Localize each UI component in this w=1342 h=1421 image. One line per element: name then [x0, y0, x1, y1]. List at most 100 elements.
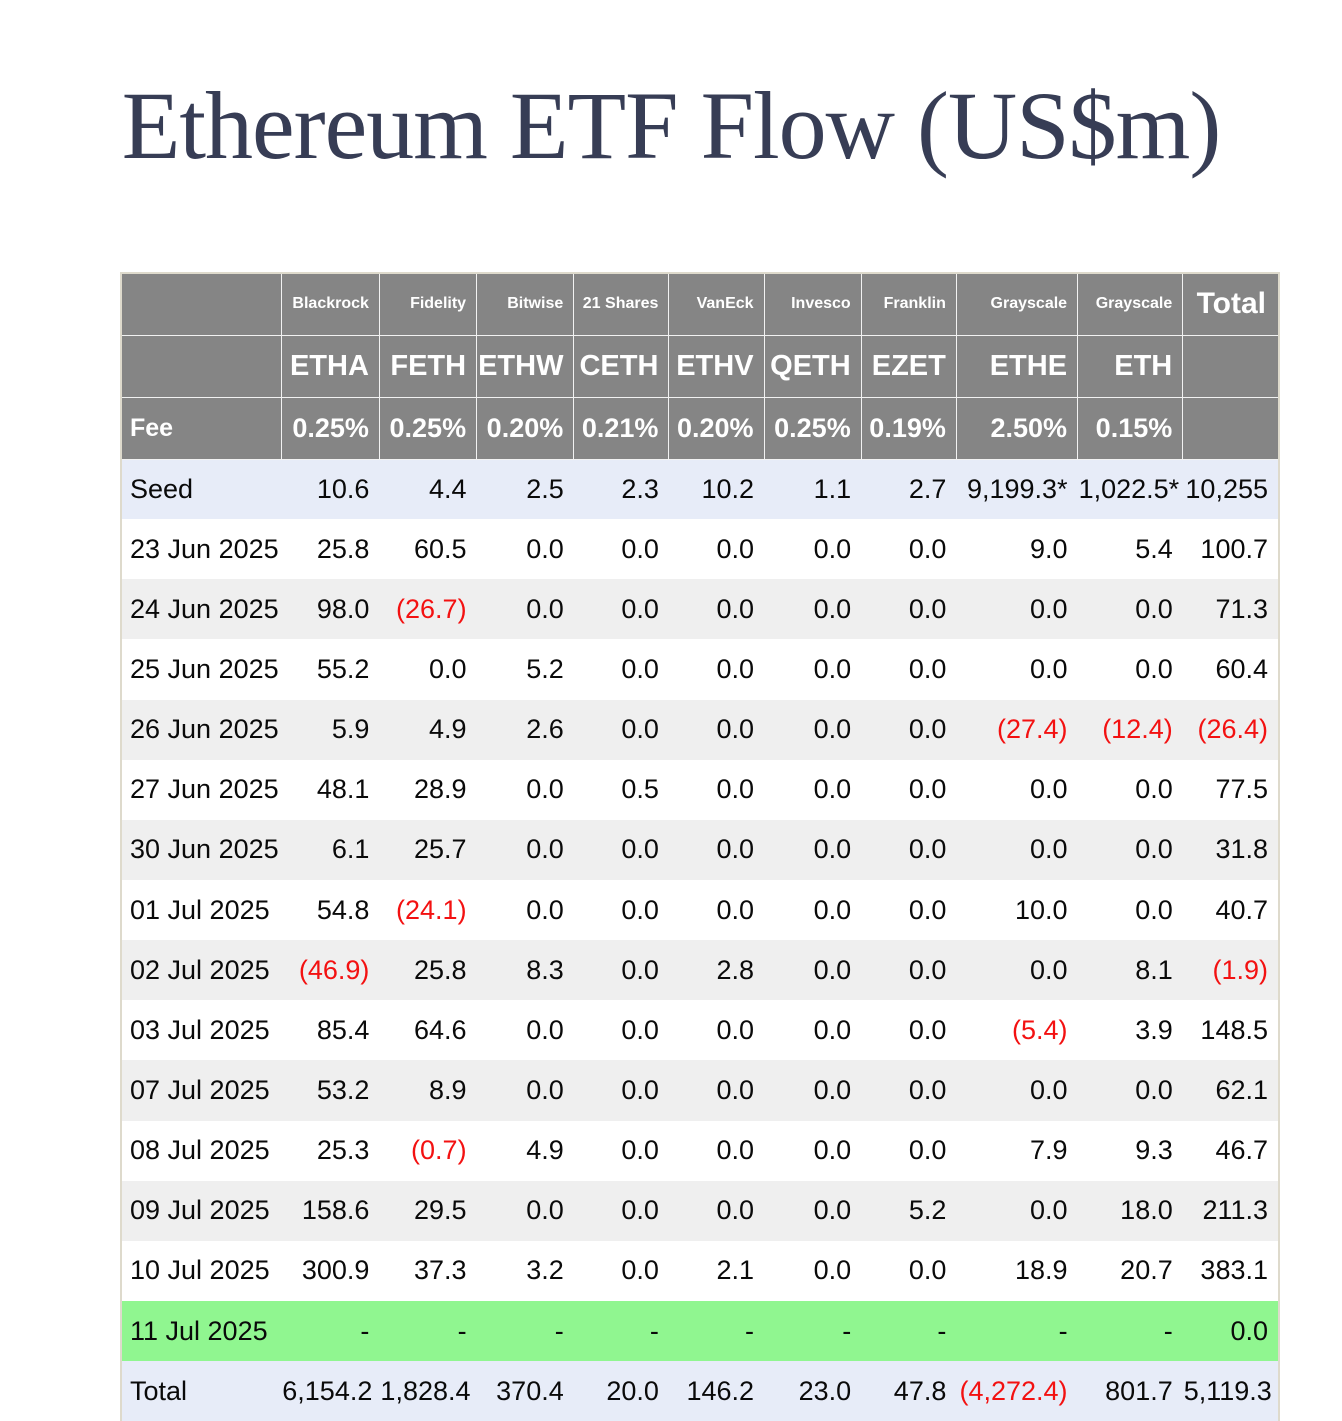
- cell: 0.0: [621, 533, 659, 564]
- cell: 0.0: [813, 834, 852, 865]
- cell: 0.0: [621, 954, 659, 985]
- cell: 2.7: [908, 473, 947, 504]
- fee-value: 0.25%: [280, 396, 380, 460]
- issuer-header: Franklin: [860, 272, 957, 336]
- cell: (46.9): [298, 954, 370, 985]
- issuer-header-row: Blackrock Fidelity Bitwise 21 Shares VanEck I…: [120, 272, 1280, 336]
- issuer-header: Blackrock: [280, 272, 380, 336]
- cell: 10.0: [1015, 894, 1068, 925]
- cell: 0.0: [621, 834, 659, 865]
- cell: -: [1163, 1315, 1173, 1346]
- cell: 0.0: [526, 593, 564, 624]
- cell: 54.8: [316, 894, 370, 925]
- table-row: 24 Jun 2025 98.0 (26.7) 0.0 0.0 0.0 0.0 0.0 0.0 0…: [121, 579, 1279, 640]
- cell: 0.0: [621, 1135, 659, 1166]
- cell: 5.2: [526, 653, 564, 684]
- cell: 0.0: [813, 954, 852, 985]
- cell: 0.0: [621, 1195, 659, 1226]
- table-row: 03 Jul 2025 85.4 64.6 0.0 0.0 0.0 0.0 0.0 (5.4) 3…: [121, 1000, 1279, 1061]
- total-row: Total 6,154.2 1,828.4 370.4 20.0 146.2 23.0 47.…: [121, 1361, 1279, 1421]
- row-label: 01 Jul 2025: [130, 894, 270, 925]
- issuer-header: Invesco: [763, 272, 862, 336]
- cell: 2.3: [621, 473, 659, 504]
- cell: 801.7: [1105, 1375, 1173, 1406]
- cell: 0.0: [1030, 1195, 1068, 1226]
- cell: 9,199.3*: [966, 473, 1068, 504]
- cell: 0.0: [716, 533, 755, 564]
- cell: 1.1: [813, 473, 852, 504]
- cell: 0.0: [908, 894, 947, 925]
- cell: -: [360, 1315, 370, 1346]
- row-label: 23 Jun 2025: [130, 533, 279, 564]
- cell: 0.0: [526, 894, 564, 925]
- fee-value: 0.20%: [476, 396, 575, 460]
- cell: 8.3: [526, 954, 564, 985]
- cell: (27.4): [997, 714, 1068, 745]
- cell: 0.0: [716, 894, 755, 925]
- cell: 0.0: [621, 593, 659, 624]
- cell: 148.5: [1200, 1014, 1268, 1045]
- row-label: 10 Jul 2025: [130, 1255, 270, 1286]
- row-label: Seed: [130, 473, 194, 504]
- cell: 1,022.5*: [1078, 473, 1180, 504]
- cell: -: [457, 1315, 467, 1346]
- cell: 28.9: [414, 774, 467, 805]
- fee-label: Fee: [120, 396, 282, 460]
- cell: 2.1: [716, 1255, 755, 1286]
- row-label: 02 Jul 2025: [130, 954, 270, 985]
- cell: 0.0: [526, 1195, 564, 1226]
- ticker-header: ETHA: [280, 334, 380, 398]
- table-row: 23 Jun 2025 25.8 60.5 0.0 0.0 0.0 0.0 0.0 9.0 5.4…: [121, 519, 1279, 580]
- cell: 0.0: [1135, 774, 1173, 805]
- cell: 55.2: [316, 653, 370, 684]
- cell: 0.0: [908, 954, 947, 985]
- cell: 40.7: [1215, 894, 1268, 925]
- fee-value: 0.25%: [763, 396, 862, 460]
- cell: 0.0: [813, 1255, 852, 1286]
- table-row: 26 Jun 2025 5.9 4.9 2.6 0.0 0.0 0.0 0.0 (27.4) (1…: [121, 699, 1279, 760]
- issuer-header: Grayscale: [955, 272, 1079, 336]
- cell: 0.0: [813, 1014, 852, 1045]
- ticker-header: FETH: [378, 334, 478, 398]
- page-title: Ethereum ETF Flow (US$m): [121, 72, 1222, 179]
- table-row: 27 Jun 2025 48.1 28.9 0.0 0.5 0.0 0.0 0.0 0.0 0.0…: [121, 759, 1279, 820]
- cell: 31.8: [1215, 834, 1268, 865]
- cell: 2.5: [526, 473, 564, 504]
- fee-header-row: Fee 0.25% 0.25% 0.20% 0.21% 0.20% 0.25% 0.19% 2.…: [120, 396, 1280, 460]
- cell: 10.6: [316, 473, 370, 504]
- row-label: 03 Jul 2025: [130, 1014, 270, 1045]
- table-body: Seed 10.6 4.4 2.5 2.3 10.2 1.1 2.7 9,199.3* 1,022…: [121, 459, 1279, 1421]
- cell: -: [842, 1315, 852, 1346]
- table-row: 25 Jun 2025 55.2 0.0 5.2 0.0 0.0 0.0 0.0 0.0 0.0 6…: [121, 639, 1279, 700]
- cell: 0.0: [1030, 1074, 1068, 1105]
- cell: 0.0: [716, 774, 755, 805]
- corner-header: [120, 334, 282, 398]
- cell: 4.9: [429, 714, 467, 745]
- cell: 47.8: [893, 1375, 947, 1406]
- ticker-header: [1182, 334, 1280, 398]
- cell: 0.0: [908, 1074, 947, 1105]
- cell: 0.0: [716, 714, 755, 745]
- cell: 98.0: [316, 593, 370, 624]
- cell: (12.4): [1102, 714, 1173, 745]
- cell: 158.6: [301, 1195, 370, 1226]
- fee-value: 0.25%: [378, 396, 478, 460]
- row-label: 11 Jul 2025: [130, 1315, 268, 1346]
- cell: 0.0: [716, 1195, 755, 1226]
- cell: 5.9: [331, 714, 370, 745]
- cell: 211.3: [1202, 1195, 1268, 1226]
- cell: 0.0: [621, 653, 659, 684]
- cell: 20.7: [1120, 1255, 1173, 1286]
- ticker-header: EZET: [860, 334, 957, 398]
- cell: 77.5: [1215, 774, 1268, 805]
- cell: 1,828.4: [380, 1375, 471, 1406]
- cell: 0.0: [621, 1014, 659, 1045]
- cell: (24.1): [396, 894, 467, 925]
- cell: 85.4: [316, 1014, 370, 1045]
- cell: 0.0: [716, 1074, 755, 1105]
- ticker-header: ETH: [1077, 334, 1184, 398]
- fee-value: 0.15%: [1077, 396, 1184, 460]
- table-header: Blackrock Fidelity Bitwise 21 Shares VanEck I…: [120, 272, 1280, 460]
- cell: 0.0: [1030, 593, 1068, 624]
- total-column-header: Total: [1182, 272, 1280, 336]
